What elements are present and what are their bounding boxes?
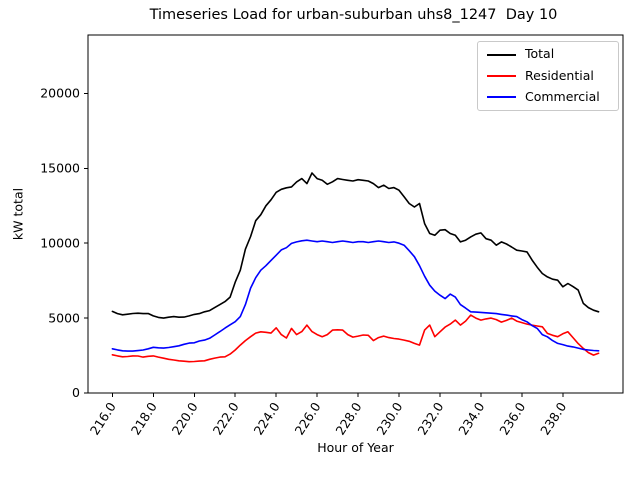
- x-tick-label: 218.0: [128, 399, 160, 437]
- x-tick-label: 234.0: [455, 399, 487, 437]
- y-tick-label: 5000: [48, 310, 80, 325]
- legend: Total Residential Commercial: [477, 41, 619, 111]
- legend-entry-commercial: Commercial: [478, 91, 618, 104]
- legend-label-residential: Residential: [525, 67, 594, 83]
- legend-entry-total: Total: [478, 48, 618, 61]
- x-tick-label: 236.0: [496, 399, 528, 437]
- axes-frame: [87, 34, 624, 394]
- y-axis-label: kW total: [10, 187, 26, 241]
- series-line-total: [111, 172, 600, 319]
- y-tick-label: 0: [72, 385, 80, 400]
- legend-label-commercial: Commercial: [525, 89, 600, 105]
- x-tick-label: 228.0: [332, 399, 364, 437]
- chart-title: Timeseries Load for urban-suburban uhs8_…: [149, 7, 558, 23]
- legend-line-swatch-commercial: [487, 96, 516, 99]
- x-tick-label: 238.0: [537, 399, 569, 437]
- x-tick-label: 222.0: [210, 399, 242, 437]
- legend-line-swatch-total: [487, 53, 516, 56]
- x-axis-label: Hour of Year: [317, 440, 394, 455]
- x-tick-label: 230.0: [373, 399, 405, 437]
- x-tick-label: 220.0: [169, 399, 201, 437]
- y-tick-label: 10000: [40, 235, 80, 250]
- x-tick-label: 226.0: [292, 399, 324, 437]
- y-tick-label: 15000: [40, 161, 80, 176]
- series-line-residential: [111, 314, 600, 363]
- y-tick-label: 20000: [40, 86, 80, 101]
- legend-entry-residential: Residential: [478, 67, 618, 83]
- legend-label-total: Total: [525, 46, 555, 62]
- x-tick-label: 232.0: [414, 399, 446, 437]
- x-tick-label: 224.0: [251, 399, 283, 437]
- x-tick-label: 216.0: [87, 399, 119, 437]
- legend-line-swatch-residential: [487, 74, 516, 78]
- series-line-commercial: [111, 239, 600, 352]
